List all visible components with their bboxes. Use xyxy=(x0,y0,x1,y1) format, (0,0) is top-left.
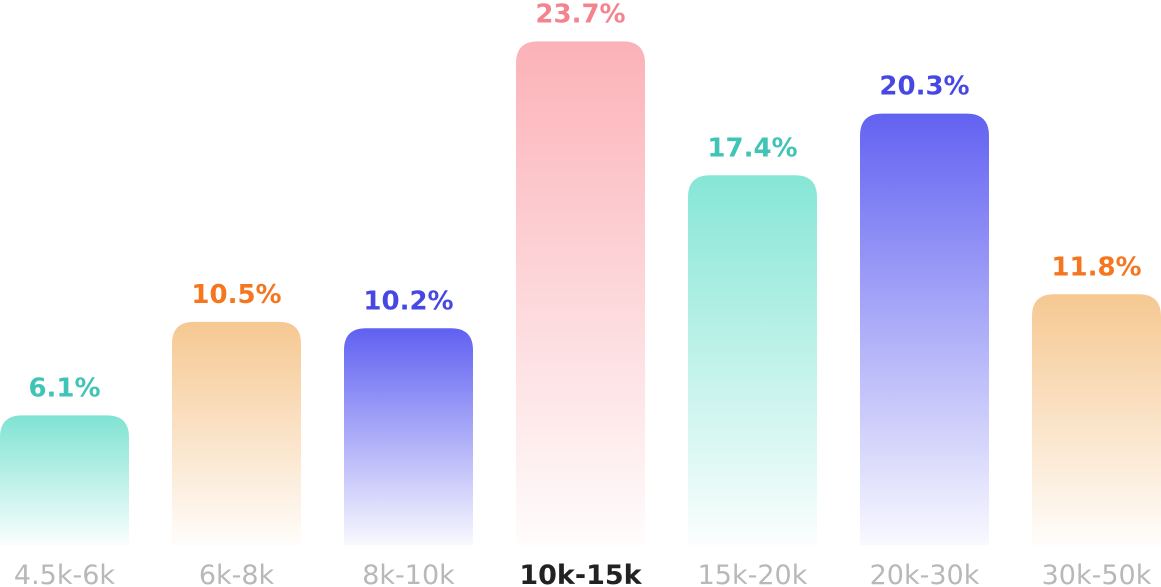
x-tick-label-20k-30k: 20k-30k xyxy=(870,560,980,587)
value-label-30k-50k: 11.8% xyxy=(1051,252,1141,282)
bar-4.5k-6k xyxy=(0,415,129,545)
value-label-8k-10k: 10.2% xyxy=(363,286,453,316)
x-tick-label-15k-20k: 15k-20k xyxy=(698,560,808,587)
x-tick-label-30k-50k: 30k-50k xyxy=(1042,560,1152,587)
value-label-4.5k-6k: 6.1% xyxy=(28,373,100,403)
bar-15k-20k xyxy=(688,175,817,545)
value-labels-group: 6.1% 10.5% 10.2% 23.7% 17.4% 20.3% 11.8% xyxy=(28,0,1141,403)
x-tick-labels-group: 4.5k-6k 6k-8k 8k-10k 10k-15k 15k-20k 20k-30k 3… xyxy=(14,560,1152,587)
value-label-6k-8k: 10.5% xyxy=(191,280,281,310)
bar-30k-50k xyxy=(1032,294,1161,545)
x-tick-label-8k-10k: 8k-10k xyxy=(362,560,455,587)
bar-20k-30k xyxy=(860,113,989,545)
x-tick-label-10k-15k: 10k-15k xyxy=(519,560,642,587)
value-label-10k-15k: 23.7% xyxy=(535,0,625,29)
value-label-15k-20k: 17.4% xyxy=(707,133,797,163)
value-label-20k-30k: 20.3% xyxy=(879,72,969,102)
x-tick-label-6k-8k: 6k-8k xyxy=(199,560,275,587)
x-tick-label-4.5k-6k: 4.5k-6k xyxy=(14,560,115,587)
bar-6k-8k xyxy=(172,321,301,545)
bars-group xyxy=(0,41,1161,545)
bar-8k-10k xyxy=(344,328,473,545)
bar-10k-15k xyxy=(516,41,645,545)
